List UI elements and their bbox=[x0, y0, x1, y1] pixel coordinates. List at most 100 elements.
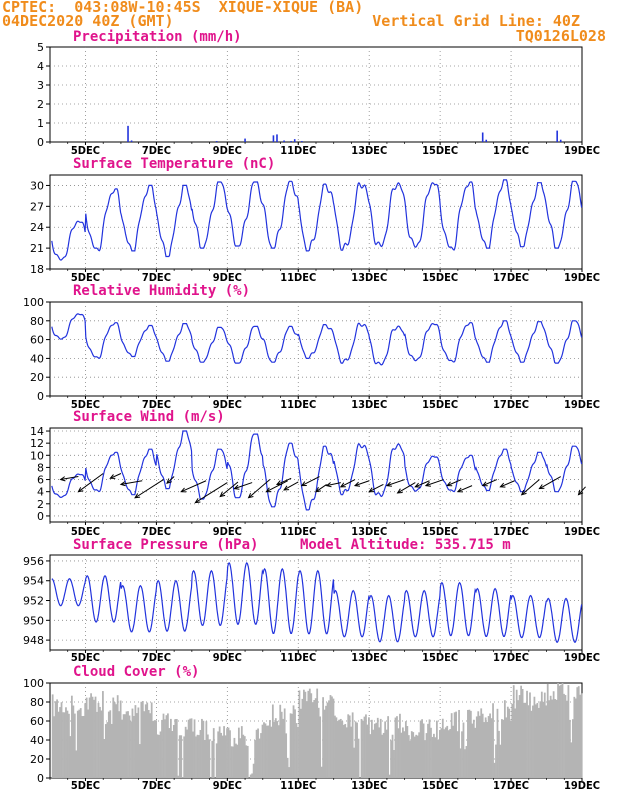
cloud-bar bbox=[475, 716, 478, 778]
cloud-bar bbox=[196, 734, 199, 778]
cloud-bar bbox=[115, 704, 118, 778]
cloud-bar bbox=[468, 709, 471, 778]
temp-ytick-label: 24 bbox=[30, 221, 44, 234]
cloud-bar bbox=[221, 735, 224, 778]
temp-title: Surface Temperature (nC) bbox=[73, 156, 275, 172]
cloud-bar bbox=[316, 688, 319, 778]
cloud-bar bbox=[474, 727, 477, 778]
wind-vector bbox=[219, 481, 239, 497]
precip-bar bbox=[283, 140, 285, 142]
cloud-bar bbox=[72, 705, 75, 778]
cloud-bar bbox=[464, 749, 466, 778]
cloud-bar bbox=[579, 694, 582, 778]
wind-arrowhead bbox=[368, 487, 375, 493]
cloud-bar bbox=[382, 732, 385, 778]
cloud-bar bbox=[158, 734, 160, 778]
cloud-bar bbox=[447, 730, 450, 778]
cloud-bar bbox=[378, 727, 381, 778]
cloud-bar bbox=[295, 723, 298, 778]
cloud-bar bbox=[124, 714, 126, 778]
cloud-bar bbox=[441, 718, 444, 778]
wind-vector bbox=[425, 479, 444, 487]
cloud-bar bbox=[73, 713, 76, 778]
cloud-bar bbox=[511, 703, 514, 778]
cloud-bar bbox=[430, 727, 432, 778]
cloud-bar bbox=[368, 717, 370, 778]
cloud-bar bbox=[235, 743, 237, 778]
cloud-bar bbox=[370, 719, 373, 778]
wind-arrowhead bbox=[265, 487, 272, 493]
cloud-bar bbox=[505, 717, 508, 778]
cloud-bar bbox=[410, 731, 413, 778]
cloud-bar bbox=[143, 711, 146, 778]
rh-xtick-label: 5DEC bbox=[71, 398, 100, 411]
cloud-bar bbox=[288, 767, 290, 778]
cloud-bar bbox=[467, 709, 469, 778]
wind-vector bbox=[326, 482, 341, 487]
precip-bar bbox=[485, 139, 488, 142]
cloud-bar bbox=[532, 705, 534, 778]
cloud-bar bbox=[577, 686, 580, 778]
cloud-bar bbox=[195, 736, 197, 778]
wind-arrowhead bbox=[456, 487, 463, 493]
cloud-bar bbox=[351, 712, 354, 778]
cloud-bar bbox=[357, 738, 360, 778]
cloud-bar bbox=[402, 727, 404, 778]
cloud-bar bbox=[187, 719, 190, 778]
cloud-bar bbox=[79, 708, 82, 778]
wind-frame bbox=[49, 427, 583, 523]
pres-xtick-label: 9DEC bbox=[213, 651, 242, 664]
cloud-xtick-label: 17DEC bbox=[493, 779, 529, 792]
cloud-bar bbox=[192, 731, 194, 778]
cloud-bar bbox=[428, 719, 431, 778]
cloud-bar bbox=[141, 700, 144, 778]
panel-pres: Surface Pressure (hPa) Model Altitude: 53… bbox=[23, 537, 600, 664]
pres-ytick-label: 950 bbox=[23, 614, 44, 627]
cloud-bar bbox=[282, 718, 285, 778]
wind-vector bbox=[315, 483, 327, 493]
cloud-bar bbox=[347, 714, 350, 778]
cloud-bar bbox=[184, 726, 187, 778]
wind-xtick-label: 11DEC bbox=[280, 525, 316, 538]
cloud-bar bbox=[286, 757, 289, 778]
cloud-bar bbox=[218, 726, 221, 778]
wind-xtick-label: 17DEC bbox=[493, 525, 529, 538]
wind-arrowhead bbox=[134, 493, 141, 499]
temp-series-line bbox=[51, 179, 583, 261]
cloud-bar bbox=[546, 684, 549, 778]
wind-arrowhead bbox=[315, 487, 321, 493]
cloud-bar bbox=[568, 719, 571, 778]
cloud-bar bbox=[422, 723, 425, 778]
cloud-bar bbox=[243, 736, 246, 778]
precip-ytick-label: 3 bbox=[37, 79, 44, 92]
panel-cloud: Cloud Cover (%) 5DEC 7DEC 9DEC 11DEC 13DEC 15D… bbox=[23, 664, 600, 792]
cloud-bar bbox=[438, 730, 441, 778]
cloud-bar bbox=[509, 720, 512, 778]
cloud-bar bbox=[545, 705, 548, 778]
wind-arrowhead bbox=[300, 481, 307, 487]
cloud-bar bbox=[125, 711, 128, 778]
wind-vector bbox=[386, 479, 405, 487]
wind-vector bbox=[415, 480, 430, 488]
precip-xtick-label: 15DEC bbox=[422, 144, 458, 157]
cloud-bar bbox=[159, 731, 162, 778]
cloud-bar bbox=[400, 732, 403, 778]
cloud-bar bbox=[109, 710, 112, 778]
wind-vector bbox=[195, 482, 228, 504]
precip-xtick-label: 9DEC bbox=[213, 144, 242, 157]
cloud-bar bbox=[127, 711, 129, 778]
wind-xtick-label: 7DEC bbox=[142, 525, 171, 538]
cloud-bar bbox=[379, 718, 382, 778]
cloud-bar bbox=[506, 706, 509, 778]
cloud-bar bbox=[539, 701, 542, 778]
cloud-bar bbox=[425, 733, 428, 778]
cloud-bar bbox=[258, 738, 261, 778]
precip-ytick-label: 1 bbox=[37, 117, 44, 130]
cloud-bar bbox=[560, 684, 562, 778]
pres-xtick-label: 5DEC bbox=[71, 651, 100, 664]
cloud-bar bbox=[515, 689, 518, 778]
cloud-bar bbox=[446, 725, 449, 778]
cloud-bar bbox=[384, 721, 387, 778]
cloud-bar bbox=[270, 726, 273, 778]
precip-ytick-label: 0 bbox=[37, 136, 44, 149]
